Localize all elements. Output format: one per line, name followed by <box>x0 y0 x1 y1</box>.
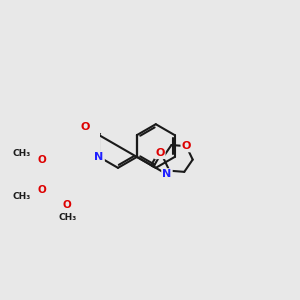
Text: O: O <box>81 122 90 132</box>
Text: N: N <box>162 169 172 179</box>
Text: O: O <box>155 148 164 158</box>
Text: CH₃: CH₃ <box>58 213 76 222</box>
Text: O: O <box>37 185 46 195</box>
Text: CH₃: CH₃ <box>12 192 30 201</box>
Text: O: O <box>182 141 191 151</box>
Text: CH₃: CH₃ <box>12 149 30 158</box>
Text: O: O <box>63 200 72 210</box>
Text: N: N <box>94 152 104 162</box>
Text: O: O <box>37 155 46 165</box>
